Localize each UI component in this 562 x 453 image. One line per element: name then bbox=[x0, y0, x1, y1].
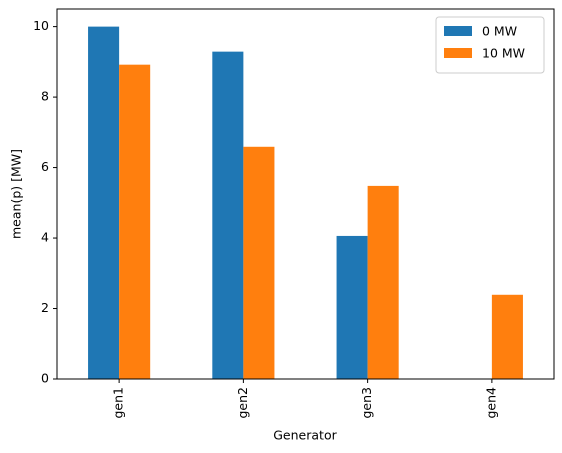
x-tick-label: gen3 bbox=[359, 387, 374, 419]
bar bbox=[212, 51, 244, 380]
bar bbox=[367, 185, 399, 379]
y-tick-label: 10 bbox=[33, 18, 49, 33]
x-axis-label: Generator bbox=[273, 428, 337, 443]
plot-frame bbox=[56, 8, 555, 380]
y-axis-label: mean(p) [MW] bbox=[9, 149, 24, 239]
bar bbox=[336, 235, 368, 379]
y-tick-label: 8 bbox=[41, 89, 49, 104]
x-tick-label: gen2 bbox=[235, 387, 250, 419]
legend-swatch bbox=[444, 26, 472, 36]
bar bbox=[88, 26, 120, 379]
y-tick-label: 4 bbox=[41, 230, 49, 245]
bar bbox=[491, 294, 523, 379]
bar bbox=[243, 146, 275, 379]
legend-label: 0 MW bbox=[482, 24, 517, 39]
legend-swatch bbox=[444, 48, 472, 58]
y-tick-label: 2 bbox=[41, 300, 49, 315]
x-tick-label: gen1 bbox=[111, 387, 126, 419]
y-tick-label: 6 bbox=[41, 159, 49, 174]
x-tick-label: gen4 bbox=[483, 387, 498, 419]
y-tick-label: 0 bbox=[41, 371, 49, 386]
bar bbox=[119, 64, 151, 379]
legend-label: 10 MW bbox=[482, 46, 525, 61]
